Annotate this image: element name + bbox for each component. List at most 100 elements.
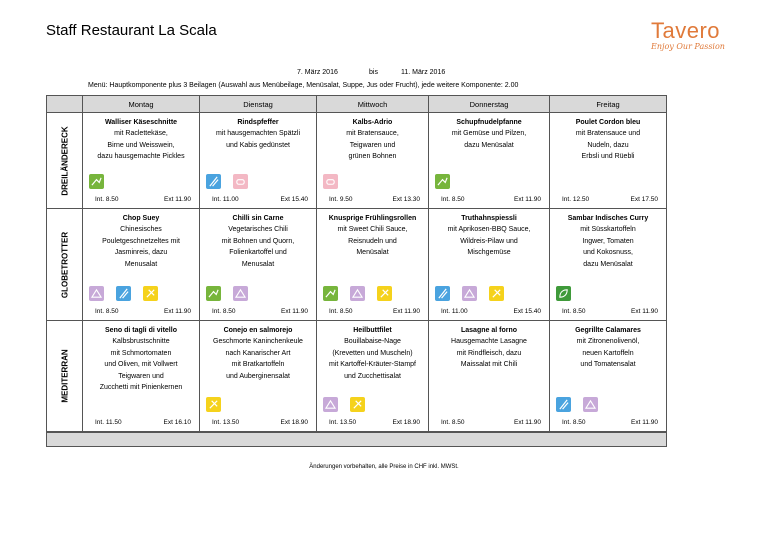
dish-description: grünen Bohnen	[348, 153, 397, 160]
allergen-icons	[435, 286, 504, 301]
allergen-icons	[323, 286, 392, 301]
price-external: Ext 17.50	[630, 196, 658, 203]
dish-description: mit Bratensauce und	[575, 130, 641, 137]
dish-name: Knusprige Frühlingsrollen	[328, 215, 417, 222]
pork-icon	[233, 174, 248, 189]
brand-logo: Tavero Enjoy Our Passion	[651, 18, 731, 51]
day-header: Montag	[83, 96, 200, 113]
dish-description: mit Schmortomaten	[110, 349, 172, 357]
price-external: Ext 16.10	[163, 419, 191, 426]
menu-note: Menü: Hauptkomponente plus 3 Beilagen (A…	[88, 82, 519, 89]
dish-description: Ingwer, Tomaten	[582, 237, 634, 245]
day-header: Donnerstag	[429, 96, 550, 113]
menu-cell: Rindspfeffer mit hausgemachten Spätzli und…	[200, 113, 317, 209]
dish-name: Truthahnspiessli	[461, 215, 517, 222]
price-external: Ext 11.90	[164, 196, 191, 203]
period-separator: bis	[369, 69, 378, 76]
dish-description: dazu hausgemachte Pickles	[97, 153, 185, 160]
poultry-icon	[350, 286, 365, 301]
poultry-icon	[462, 286, 477, 301]
meat-icon	[116, 286, 131, 301]
allergen-icons	[206, 397, 221, 412]
dish-description: mit Aprikosen-BBQ Sauce,	[447, 226, 531, 233]
price-external: Ext 15.40	[280, 196, 308, 203]
price-internal: Int. 8.50	[562, 419, 586, 426]
price-internal: Int. 12.50	[562, 196, 590, 203]
dish-description: mit Zitronenolivenöl,	[576, 338, 640, 345]
price-external: Ext 11.90	[164, 308, 191, 315]
allergen-icons	[556, 397, 598, 412]
period-to: 11. März 2016	[401, 69, 446, 76]
poultry-icon	[233, 286, 248, 301]
dish-description: Chinesisches	[120, 226, 162, 233]
wheat-icon	[206, 397, 221, 412]
pork-icon	[323, 174, 338, 189]
menu-cell: Poulet Cordon bleu mit Bratensauce und Nud…	[550, 113, 666, 209]
footer-note: Änderungen vorbehalten, alle Preise in C…	[309, 464, 459, 470]
dish-description: Kalbsbrustschnitte	[112, 338, 170, 345]
dish-description: und Kokosnuss,	[583, 249, 633, 256]
dish-description: Maissalat mit Chili	[460, 361, 518, 368]
price-external: Ext 11.90	[631, 308, 658, 315]
line-name: DREILÄNDERECK	[60, 125, 69, 196]
day-header: Mittwoch	[317, 96, 429, 113]
allergen-icons	[206, 174, 248, 189]
dish-description: Menusalat	[124, 260, 158, 268]
line-label: GLOBETROTTER	[47, 209, 83, 321]
dish-description: und Zucchettisalat	[344, 372, 401, 380]
price-external: Ext 11.90	[281, 308, 308, 315]
price-external: Ext 18.90	[280, 419, 308, 426]
grid-footer-bar	[47, 432, 666, 446]
price-internal: Int. 8.50	[95, 196, 119, 203]
vegetarian-icon	[206, 286, 221, 301]
dish-description: und Kabis gedünstet	[226, 141, 290, 149]
meat-icon	[435, 286, 450, 301]
dish-name: Chilli sin Carne	[232, 215, 284, 222]
wheat-icon	[350, 397, 365, 412]
dish-description: Teigwaren und	[349, 141, 396, 149]
menu-cell: Chop Suey Chinesisches Pouletgeschnetzelte…	[83, 209, 200, 321]
dish-description: mit Bratkartoffeln	[231, 361, 285, 368]
dish-description: Wildreis-Pilaw und	[460, 237, 518, 245]
vegetarian-icon	[435, 174, 450, 189]
dish-description: dazu Menüsalat	[583, 260, 633, 268]
menu-cell: Truthahnspiessli mit Aprikosen-BBQ Sauce,…	[429, 209, 550, 321]
menu-cell: Lasagne al forno Hausgemachte Lasagne mit …	[429, 321, 550, 432]
dish-description: mit Bratensauce,	[346, 130, 399, 137]
dish-name: Gegrillte Calamares	[575, 327, 641, 334]
dish-description: Zucchetti mit Pinienkernen	[99, 384, 183, 391]
dish-description: Reisnudeln und	[348, 237, 397, 245]
dish-name: Walliser Käseschnitte	[104, 119, 178, 126]
price-internal: Int. 11.00	[441, 308, 468, 315]
dish-description: und Oliven, mit Vollwert	[104, 361, 178, 368]
logo-wordmark: Tavero	[651, 18, 721, 43]
poultry-icon	[89, 286, 104, 301]
dish-description: Erbsli und Rüebli	[581, 153, 635, 160]
menu-cell: Seno di tagli di vitello Kalbsbrustschnit…	[83, 321, 200, 432]
page-title: Staff Restaurant La Scala	[46, 22, 217, 39]
day-header: Dienstag	[200, 96, 317, 113]
menu-grid: Montag Dienstag Mittwoch Donnerstag Freitag D…	[46, 95, 667, 447]
allergen-icons	[435, 174, 450, 189]
meat-icon	[206, 174, 221, 189]
dish-description: mit Kartoffel-Kräuter-Stampf	[328, 361, 416, 368]
dish-description: Hausgemachte Lasagne	[451, 338, 527, 345]
dish-description: Menüsalat	[356, 249, 389, 256]
allergen-icons	[206, 286, 248, 301]
price-external: Ext 15.40	[513, 308, 541, 315]
dish-name: Heilbuttfilet	[353, 327, 392, 334]
dish-name: Rindspfeffer	[237, 119, 279, 126]
price-external: Ext 11.90	[514, 196, 541, 203]
dish-description: Vegetarisches Chili	[228, 226, 288, 233]
dish-description: mit Sweet Chili Sauce,	[337, 226, 408, 233]
price-internal: Int. 8.50	[95, 308, 119, 315]
menu-cell: Walliser Käseschnitte mit Raclettekäse, Bi…	[83, 113, 200, 209]
line-name: GLOBETROTTER	[60, 231, 69, 298]
wheat-icon	[377, 286, 392, 301]
price-internal: Int. 8.50	[329, 308, 353, 315]
menu-cell: Conejo en salmorejo Geschmorte Kaninchenk…	[200, 321, 317, 432]
dish-description: mit Bohnen und Quorn,	[221, 237, 295, 245]
dish-description: Menusalat	[241, 260, 275, 268]
price-external: Ext 13.30	[392, 196, 420, 203]
price-internal: Int. 8.50	[212, 308, 236, 315]
